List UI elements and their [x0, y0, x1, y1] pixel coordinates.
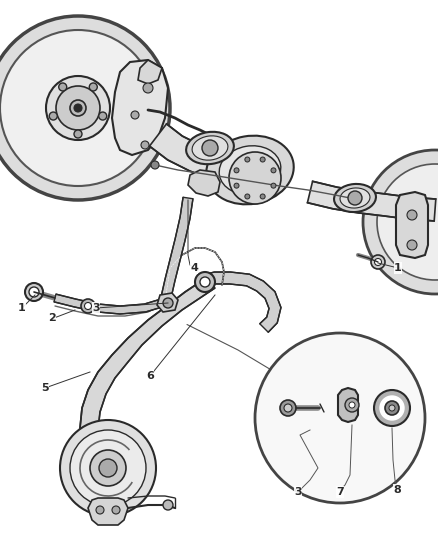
Circle shape	[385, 401, 399, 415]
Circle shape	[0, 30, 156, 186]
Circle shape	[389, 405, 395, 411]
Circle shape	[245, 157, 250, 162]
Circle shape	[280, 400, 296, 416]
Circle shape	[29, 287, 39, 297]
Ellipse shape	[192, 136, 228, 160]
Circle shape	[141, 141, 149, 149]
Polygon shape	[157, 293, 178, 312]
Circle shape	[89, 83, 97, 91]
Ellipse shape	[206, 136, 294, 204]
Circle shape	[46, 76, 110, 140]
Circle shape	[380, 396, 404, 420]
Circle shape	[56, 86, 100, 130]
Polygon shape	[88, 498, 128, 525]
Circle shape	[407, 240, 417, 250]
Circle shape	[0, 16, 170, 200]
Circle shape	[60, 420, 156, 516]
Circle shape	[49, 112, 57, 120]
Circle shape	[260, 157, 265, 162]
Circle shape	[349, 402, 355, 408]
Circle shape	[245, 194, 250, 199]
Circle shape	[234, 168, 239, 173]
Circle shape	[96, 506, 104, 514]
Text: 8: 8	[393, 485, 401, 495]
Ellipse shape	[334, 184, 376, 212]
Text: 6: 6	[146, 371, 154, 381]
Circle shape	[348, 191, 362, 205]
Circle shape	[271, 183, 276, 188]
Text: 5: 5	[41, 383, 49, 393]
Polygon shape	[396, 192, 428, 258]
Circle shape	[70, 100, 86, 116]
Circle shape	[99, 459, 117, 477]
Polygon shape	[338, 388, 358, 422]
Circle shape	[202, 140, 218, 156]
Text: 4: 4	[190, 263, 198, 273]
Circle shape	[25, 283, 43, 301]
Circle shape	[74, 104, 82, 112]
Text: 3: 3	[92, 303, 100, 313]
Polygon shape	[149, 124, 271, 193]
Circle shape	[374, 259, 381, 265]
Circle shape	[407, 210, 417, 220]
Ellipse shape	[186, 132, 234, 164]
Circle shape	[284, 404, 292, 412]
Polygon shape	[198, 272, 281, 332]
Text: 1: 1	[394, 263, 402, 273]
Circle shape	[99, 112, 107, 120]
Polygon shape	[160, 197, 193, 303]
Circle shape	[131, 111, 139, 119]
Ellipse shape	[340, 188, 370, 208]
Circle shape	[363, 150, 438, 294]
Circle shape	[151, 161, 159, 169]
Circle shape	[234, 183, 239, 188]
Circle shape	[143, 83, 153, 93]
Circle shape	[374, 390, 410, 426]
Polygon shape	[80, 282, 215, 474]
Polygon shape	[307, 181, 436, 221]
Circle shape	[163, 298, 173, 308]
Polygon shape	[112, 60, 168, 155]
Circle shape	[255, 333, 425, 503]
Polygon shape	[188, 170, 220, 196]
Ellipse shape	[219, 146, 281, 194]
Circle shape	[271, 168, 276, 173]
Circle shape	[200, 277, 210, 287]
Circle shape	[59, 83, 67, 91]
Polygon shape	[138, 60, 162, 84]
Circle shape	[81, 299, 95, 313]
Text: 2: 2	[48, 313, 56, 323]
Circle shape	[195, 272, 215, 292]
Circle shape	[74, 130, 82, 138]
Circle shape	[70, 430, 146, 506]
Circle shape	[371, 255, 385, 269]
Circle shape	[345, 398, 359, 412]
Circle shape	[163, 500, 173, 510]
Text: 1: 1	[18, 303, 26, 313]
Text: 3: 3	[294, 487, 302, 497]
Circle shape	[112, 506, 120, 514]
Polygon shape	[54, 294, 166, 314]
Circle shape	[229, 152, 281, 204]
Circle shape	[85, 303, 92, 310]
Circle shape	[377, 164, 438, 280]
Circle shape	[260, 194, 265, 199]
Text: 7: 7	[336, 487, 344, 497]
Circle shape	[90, 450, 126, 486]
